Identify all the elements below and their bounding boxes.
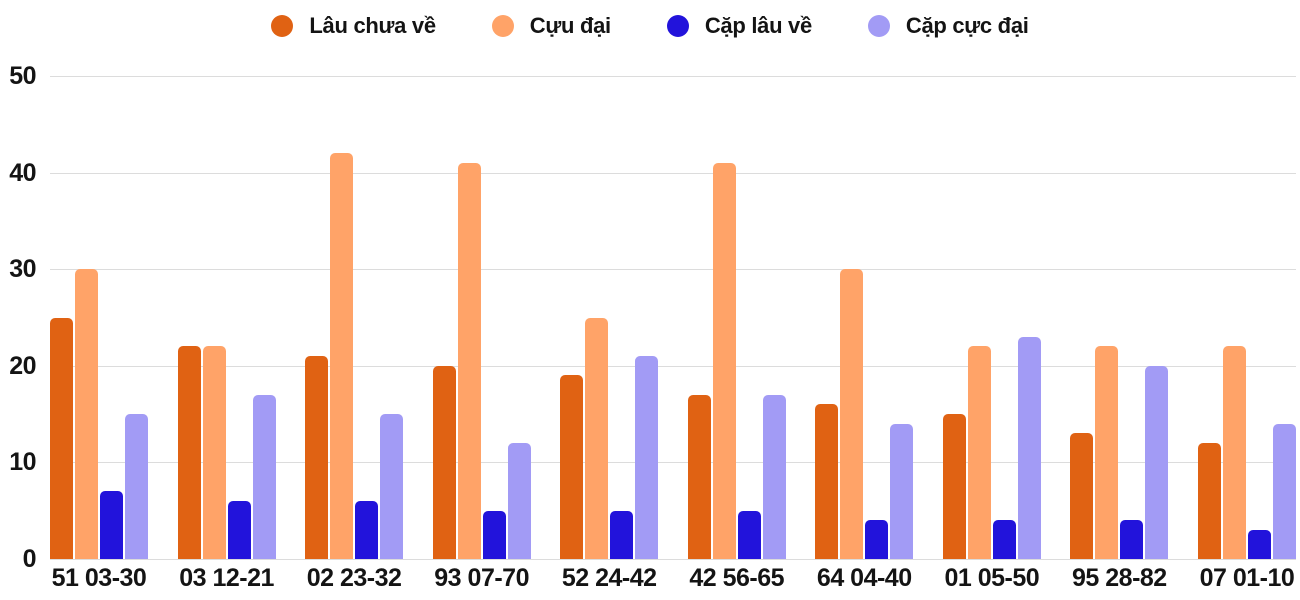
- bar-series2-group9: [1095, 346, 1119, 559]
- legend-label: Lâu chưa về: [309, 13, 436, 38]
- bar-series3-group10: [1247, 530, 1271, 559]
- x-axis-category-label: 95 28-82: [1072, 564, 1167, 592]
- x-axis-category-label: 93 07-70: [434, 564, 529, 592]
- x-axis-category-label: 51 03-30: [51, 564, 147, 592]
- bar-series1-group4: [432, 365, 456, 559]
- gridline: [50, 76, 1296, 77]
- y-axis-tick-label: 50: [9, 62, 36, 90]
- bar-group-8: [942, 76, 1041, 559]
- x-axis-category-label: 02 23-32: [306, 564, 402, 592]
- bar-series1-group8: [942, 414, 966, 559]
- bar-group-5: [560, 76, 659, 559]
- x-axis-category-label: 64 04-40: [816, 564, 912, 592]
- bar-series2-group7: [840, 269, 864, 559]
- bar-series2-group10: [1222, 346, 1246, 559]
- bar-series4-group3: [380, 414, 404, 559]
- legend-item-3[interactable]: Cặp lâu về: [666, 13, 812, 39]
- x-axis-category-label: 03 12-21: [179, 564, 274, 592]
- bar-series3-group4: [482, 510, 506, 559]
- gridline: [50, 559, 1296, 560]
- bar-group-1: [50, 76, 148, 559]
- x-axis-category-label: 42 56-65: [689, 564, 785, 592]
- bar-series1-group6: [687, 394, 711, 559]
- bar-series4-group8: [1017, 336, 1041, 559]
- bar-group-6: [687, 76, 786, 559]
- bar-series1-group9: [1070, 433, 1094, 559]
- bar-series1-group3: [305, 356, 329, 559]
- bar-group-7: [815, 76, 914, 559]
- bar-series4-group1: [125, 414, 148, 559]
- legend-circle-icon: [491, 15, 514, 37]
- bar-series1-group5: [560, 375, 584, 559]
- gridline: [50, 172, 1296, 174]
- x-axis-category-label: 07 01-10: [1199, 564, 1295, 592]
- bar-group-10: [1197, 76, 1296, 559]
- legend-label: Cựu đại: [529, 13, 611, 38]
- legend-circle-icon: [271, 15, 294, 37]
- bar-series4-group9: [1145, 365, 1169, 559]
- bar-series2-group5: [585, 317, 609, 559]
- bar-series1-group10: [1197, 443, 1221, 559]
- bar-series1-group7: [815, 404, 839, 559]
- gridline: [50, 462, 1296, 464]
- x-axis-category-label: 52 24-42: [561, 564, 657, 592]
- legend-label: Cặp cực đại: [905, 13, 1029, 38]
- y-axis-tick-label: 20: [9, 351, 36, 380]
- bar-series3-group5: [610, 510, 634, 559]
- bar-series4-group2: [252, 394, 276, 559]
- bar-series4-group7: [890, 423, 914, 559]
- legend-item-1[interactable]: Lâu chưa về: [271, 13, 436, 39]
- bar-series2-group3: [330, 153, 354, 559]
- bar-series4-group6: [762, 394, 786, 559]
- bar-series3-group6: [737, 510, 761, 559]
- gridline: [50, 365, 1296, 367]
- bar-series2-group8: [967, 346, 991, 559]
- y-axis-tick-label: 10: [9, 448, 36, 477]
- bar-series3-group7: [865, 520, 889, 559]
- bar-series2-group1: [75, 269, 98, 559]
- bar-series3-group9: [1120, 520, 1144, 559]
- x-axis-category-label: 01 05-50: [944, 564, 1040, 592]
- bar-series4-group4: [507, 443, 531, 559]
- bar-series2-group4: [457, 162, 481, 559]
- bar-series3-group3: [355, 501, 379, 559]
- bar-groups: [50, 76, 1296, 559]
- bar-series4-group5: [635, 356, 659, 559]
- bar-series3-group2: [227, 501, 251, 559]
- y-axis-tick-label: 30: [9, 255, 36, 284]
- bar-group-4: [432, 76, 531, 559]
- legend-item-4[interactable]: Cặp cực đại: [867, 13, 1029, 39]
- bar-series3-group1: [100, 491, 123, 559]
- bar-group-3: [305, 76, 404, 559]
- gridline: [50, 269, 1296, 271]
- bar-group-2: [177, 76, 276, 559]
- bar-series1-group2: [177, 346, 201, 559]
- legend: Lâu chưa về Cựu đại Cặp lâu về Cặp cực đại: [0, 6, 1300, 46]
- plot-area: [50, 76, 1296, 560]
- legend-item-2[interactable]: Cựu đại: [491, 13, 611, 39]
- bar-series4-group10: [1272, 423, 1296, 559]
- bar-series3-group8: [992, 520, 1016, 559]
- x-axis: 51 03-30 03 12-21 02 23-32 93 07-70 52 24-42…: [50, 563, 1296, 593]
- bar-group-9: [1070, 76, 1169, 559]
- legend-label: Cặp lâu về: [704, 13, 812, 38]
- legend-circle-icon: [666, 15, 689, 37]
- legend-circle-icon: [867, 15, 890, 37]
- y-axis-tick-label: 0: [22, 545, 37, 573]
- bar-series2-group6: [712, 162, 736, 559]
- bar-series1-group1: [50, 317, 73, 559]
- y-axis-tick-label: 40: [9, 158, 36, 187]
- bar-series2-group2: [202, 346, 226, 559]
